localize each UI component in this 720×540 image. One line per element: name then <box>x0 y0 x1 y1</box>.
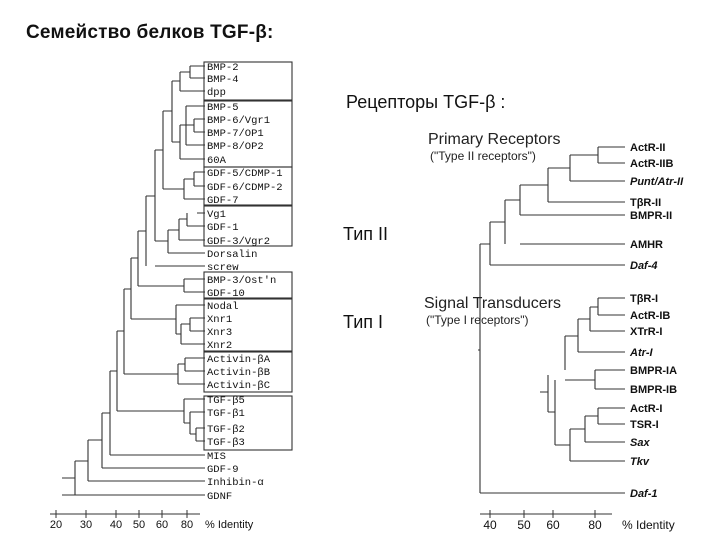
left-leaf-label: TGF-β5 <box>207 395 245 407</box>
receptor-title: Рецепторы TGF-β : <box>346 92 506 112</box>
left-leaf-label: GDNF <box>207 491 232 503</box>
right-tree <box>478 146 625 494</box>
slide-title: Семейство белков TGF-β: <box>26 22 274 43</box>
primary-sub: ("Type II receptors") <box>430 149 536 163</box>
left-leaf-label: screw <box>207 262 239 274</box>
right-leaf-label: ActR-I <box>630 403 662 415</box>
type-i-label: Тип I <box>343 312 384 332</box>
left-leaf-label: Dorsalin <box>207 249 257 261</box>
right-leaf-label: Daf-4 <box>630 260 658 272</box>
left-leaf-label: Xnr2 <box>207 340 232 352</box>
left-leaf-label: BMP-3/Ost'n <box>207 275 276 287</box>
group-box-bmp3 <box>203 271 293 299</box>
left-leaf-label: Activin-βB <box>207 367 270 379</box>
left-leaf-label: GDF-6/CDMP-2 <box>207 182 283 194</box>
transducer-sub: ("Type I receptors") <box>426 313 529 327</box>
left-axis-label: % Identity <box>205 519 254 531</box>
left-axis-labels: 20 30 40 50 60 80 % Identity <box>50 519 254 531</box>
left-axis-tick-label: 20 <box>50 519 62 531</box>
right-axis-tick-label: 80 <box>588 518 602 532</box>
right-leaf-label: BMPR-II <box>630 210 672 222</box>
left-leaf-label: BMP-2 <box>207 62 239 74</box>
group-box-bmp24 <box>203 61 293 101</box>
left-axis-tick-label: 30 <box>80 519 92 531</box>
left-axis-tick-label: 80 <box>181 519 193 531</box>
left-leaf-label: TGF-β1 <box>207 408 245 420</box>
right-leaf-label: BMPR-IA <box>630 365 677 377</box>
right-leaf-label: TSR-I <box>630 419 659 431</box>
right-leaf-label: TβR-II <box>630 197 661 209</box>
right-axis-tick-label: 40 <box>483 518 497 532</box>
right-leaf-label: Sax <box>630 437 650 449</box>
left-leaf-label: 60A <box>207 155 227 167</box>
left-leaf-label: Xnr1 <box>207 314 232 326</box>
left-leaf-label: TGF-β3 <box>207 437 245 449</box>
right-leaf-label: TβR-I <box>630 293 658 305</box>
right-axis-labels: 40 50 60 80 % Identity <box>483 518 674 532</box>
transducer-heading: Signal Transducers <box>424 295 561 312</box>
right-leaf-label: Punt/Atr-II <box>630 176 684 188</box>
right-leaf-label: ActR-IB <box>630 310 670 322</box>
left-axis <box>50 510 200 518</box>
left-leaf-label: BMP-6/Vgr1 <box>207 115 270 127</box>
left-leaf-label: Vg1 <box>207 209 226 221</box>
left-leaf-label: GDF-10 <box>207 288 245 300</box>
left-leaf-label: TGF-β2 <box>207 424 245 436</box>
right-leaf-label: AMHR <box>630 239 663 251</box>
left-leaf-labels: BMP-2BMP-4dppBMP-5BMP-6/Vgr1BMP-7/OP1BMP… <box>207 62 283 503</box>
primary-heading: Primary Receptors <box>428 131 560 148</box>
left-leaf-label: BMP-4 <box>207 74 239 86</box>
left-tree <box>62 61 293 496</box>
group-box-tgfb <box>203 395 293 451</box>
group-box-activin <box>203 351 293 393</box>
left-leaf-label: MIS <box>207 451 226 463</box>
left-axis-tick-label: 60 <box>156 519 168 531</box>
left-leaf-label: BMP-5 <box>207 102 239 114</box>
left-axis-tick-label: 50 <box>133 519 145 531</box>
right-leaf-label: Daf-1 <box>630 488 658 500</box>
right-leaf-label: ActR-II <box>630 142 665 154</box>
group-box-nodal <box>203 298 293 352</box>
left-leaf-label: Nodal <box>207 301 239 313</box>
left-leaf-label: Inhibin-α <box>207 477 264 489</box>
left-axis-tick-label: 40 <box>110 519 122 531</box>
right-axis-label: % Identity <box>622 518 675 532</box>
right-leaf-label: BMPR-IB <box>630 384 677 396</box>
right-leaf-label: Tkv <box>630 456 650 468</box>
left-leaf-label: Activin-βA <box>207 354 271 366</box>
right-axis-tick-label: 50 <box>517 518 531 532</box>
right-axis-tick-label: 60 <box>546 518 560 532</box>
right-leaf-label: Atr-I <box>629 347 654 359</box>
left-leaf-label: GDF-5/CDMP-1 <box>207 168 283 180</box>
type-ii-label: Тип II <box>343 224 389 244</box>
left-leaf-label: GDF-7 <box>207 195 239 207</box>
left-leaf-label: Xnr3 <box>207 327 232 339</box>
left-leaf-label: BMP-7/OP1 <box>207 128 264 140</box>
right-axis <box>480 510 612 518</box>
right-leaf-label: ActR-IIB <box>630 158 673 170</box>
left-leaf-label: GDF-1 <box>207 222 239 234</box>
left-leaf-label: BMP-8/OP2 <box>207 141 264 153</box>
left-leaf-label: GDF-9 <box>207 464 239 476</box>
left-leaf-label: GDF-3/Vgr2 <box>207 236 270 248</box>
left-leaf-label: dpp <box>207 87 226 99</box>
right-leaf-label: XTrR-I <box>630 326 662 338</box>
left-leaf-label: Activin-βC <box>207 380 270 392</box>
